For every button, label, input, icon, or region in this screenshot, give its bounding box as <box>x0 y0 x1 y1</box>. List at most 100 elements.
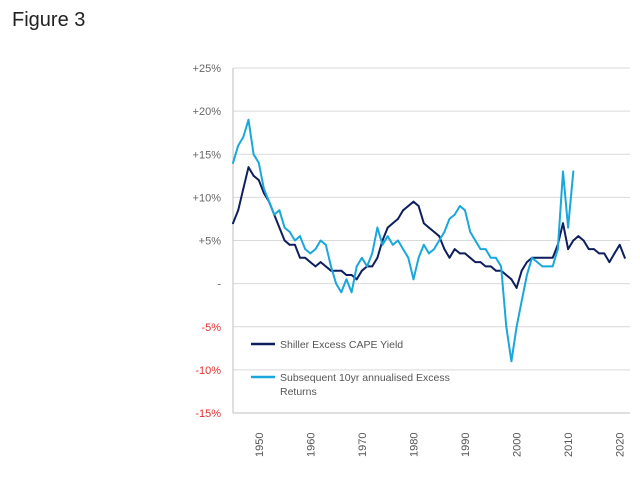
series-1-point <box>428 226 430 229</box>
series-1-point <box>386 226 389 229</box>
series-2-point <box>458 205 461 207</box>
series-1-point <box>587 248 590 251</box>
series-2-point <box>500 265 503 268</box>
series-1-point <box>417 205 420 207</box>
series-1-point <box>340 269 343 272</box>
series-1-point <box>314 265 317 268</box>
series-1-point <box>598 252 600 255</box>
series-2-point <box>567 226 570 229</box>
series-1-point <box>309 261 312 263</box>
series-1-point <box>304 256 307 259</box>
legend-label: Shiller Excess CAPE Yield <box>280 339 403 351</box>
series-1-point <box>278 226 281 229</box>
series-1-point <box>257 179 260 182</box>
series-1-point <box>495 269 497 272</box>
legend-label: Subsequent 10yr annualised Excess Returns <box>280 372 450 398</box>
series-2-point <box>489 256 492 259</box>
series-2-point <box>562 170 564 173</box>
series-2-point <box>386 235 389 238</box>
series-2-point <box>309 252 312 255</box>
x-tick-label: 1990 <box>460 433 472 457</box>
series-2-point <box>247 118 250 121</box>
series-1-point <box>335 269 338 272</box>
x-tick-label: 1960 <box>305 433 317 457</box>
series-1-point <box>510 278 513 281</box>
series-2-point <box>474 239 477 242</box>
x-tick-label: 2020 <box>615 433 627 457</box>
y-tick-label: -5% <box>201 322 221 334</box>
series-2-point <box>345 278 348 281</box>
series-1-point <box>520 269 523 272</box>
legend: Shiller Excess CAPE Yield Subsequent 10yr… <box>251 339 450 398</box>
series-1-point <box>299 256 301 259</box>
series-2-point <box>397 239 399 242</box>
series-2-point <box>263 187 265 190</box>
series-2-point <box>536 261 539 263</box>
series-1-point <box>422 222 425 225</box>
series-2-point <box>515 325 518 328</box>
series-1-point <box>603 252 606 255</box>
series-2-point <box>443 230 446 233</box>
y-tick-label: -15% <box>195 408 221 420</box>
series-1-point <box>469 256 472 259</box>
series-1-point <box>489 265 492 268</box>
series-1-point <box>577 235 580 238</box>
series-1-point <box>515 287 518 289</box>
series-1-point <box>443 248 446 251</box>
series-2-point <box>350 291 353 294</box>
series-1-point <box>402 209 405 212</box>
series-2-point <box>314 248 317 251</box>
series-1-point <box>505 274 508 276</box>
series-1-point <box>458 252 461 255</box>
x-tick-label: 1950 <box>254 433 266 457</box>
series-2-point <box>355 265 358 268</box>
x-tick-label: 1980 <box>408 433 420 457</box>
series-2-point <box>417 256 420 259</box>
series-2-point <box>469 230 472 233</box>
y-tick-label: +5% <box>199 236 222 248</box>
series-1-point <box>355 278 358 281</box>
series-2-point <box>371 252 374 255</box>
series-1-point <box>433 230 435 233</box>
series-2-point <box>546 265 549 268</box>
series-2-point <box>422 243 425 246</box>
series-1-point <box>474 261 477 263</box>
series-1-point <box>608 261 611 263</box>
series-1-point <box>252 174 255 177</box>
series-2-point <box>520 299 523 302</box>
series-2-point <box>531 256 533 259</box>
series-1-point <box>345 274 348 276</box>
series-1-point <box>360 269 363 272</box>
series-1-point <box>397 218 399 220</box>
y-tick-label: - <box>217 279 221 291</box>
series-2-point <box>293 239 296 242</box>
series-1-point <box>438 235 441 238</box>
series-lines <box>232 118 626 363</box>
series-1-point <box>582 239 585 242</box>
series-2-point <box>428 252 430 255</box>
series-2-point <box>453 213 456 216</box>
x-tick-label: 2010 <box>563 433 575 457</box>
series-1-point <box>242 187 245 190</box>
series-2-point <box>360 256 363 259</box>
series-2-point <box>433 248 435 251</box>
series-1-point <box>562 222 564 225</box>
series-1-point <box>453 248 456 251</box>
figure-title: Figure 3 <box>12 9 86 31</box>
series-2-point <box>299 235 301 238</box>
series-1-point <box>551 256 554 259</box>
series-1-point <box>448 256 451 259</box>
series-1-point <box>536 256 539 259</box>
series-2-point <box>237 144 240 147</box>
series-2-point <box>438 239 441 242</box>
series-1-point <box>618 243 621 246</box>
series-1-point <box>247 166 250 169</box>
series-1-point <box>283 239 286 242</box>
series-2-point <box>391 243 394 246</box>
y-tick-label: +15% <box>193 149 222 161</box>
x-tick-labels: 1950 1960 1970 1980 1990 2000 2010 2020 <box>254 433 627 457</box>
x-tick-label: 2000 <box>512 433 524 457</box>
series-2-point <box>541 265 544 268</box>
series-1-point <box>407 205 410 207</box>
